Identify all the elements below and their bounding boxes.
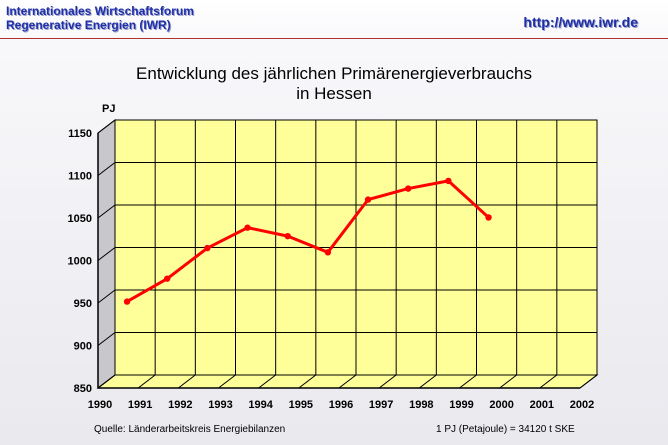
- gridline-floor: [218, 374, 236, 389]
- gridline-floor: [258, 374, 276, 389]
- data-point: [284, 232, 291, 240]
- y-tick-label: 1100: [68, 171, 92, 183]
- gridline-floor: [378, 374, 397, 389]
- gridline-side: [97, 119, 116, 134]
- y-axis-label: PJ: [102, 103, 115, 115]
- data-point: [445, 177, 452, 185]
- x-tick-label: 1991: [128, 399, 152, 411]
- x-tick-label: 1998: [409, 399, 433, 411]
- organization-line-2: Regenerative Energien (IWR): [6, 18, 171, 32]
- gridline-floor: [499, 374, 517, 389]
- unit-note: 1 PJ (Petajoule) = 34120 t SKE: [436, 424, 575, 435]
- x-tick-label: 1990: [88, 399, 112, 411]
- x-tick-label: 1993: [208, 399, 232, 411]
- x-tick-label: 1992: [168, 399, 192, 411]
- data-point: [123, 298, 131, 305]
- gridline-side: [97, 289, 116, 304]
- x-tick-label: 1996: [329, 399, 353, 411]
- data-point: [485, 214, 492, 221]
- source-note: Quelle: Länderarbeitskreis Energiebilanz…: [94, 424, 286, 435]
- header-divider: [0, 38, 668, 39]
- chart-title-line-2: in Hessen: [296, 84, 372, 103]
- organization-name: Internationales Wirtschaftsforum Regener…: [6, 4, 194, 32]
- chart-title-line-1: Entwicklung des jährlichen Primärenergie…: [136, 64, 532, 83]
- y-tick-label: 850: [74, 383, 92, 395]
- y-tick-label: 1000: [68, 256, 92, 268]
- x-tick-label: 1994: [248, 399, 273, 411]
- gridline-floor: [97, 374, 116, 389]
- x-tick-label: 2001: [530, 399, 554, 411]
- data-point: [324, 249, 332, 256]
- data-point: [204, 244, 211, 252]
- data-point: [164, 275, 171, 282]
- y-tick-label: 1050: [68, 213, 92, 225]
- gridline-side: [97, 204, 116, 219]
- x-tick-label: 2000: [489, 399, 513, 411]
- gridline-floor: [137, 374, 156, 389]
- website-url[interactable]: http://www.iwr.de: [523, 14, 638, 30]
- y-tick-label: 950: [74, 298, 92, 310]
- organization-line-1: Internationales Wirtschaftsforum: [6, 4, 194, 18]
- gridline-side: [97, 247, 116, 261]
- gridline-floor: [338, 374, 357, 389]
- chart-title: Entwicklung des jährlichen Primärenergie…: [0, 64, 668, 104]
- y-tick-label: 900: [74, 341, 92, 353]
- gridline-floor: [419, 374, 437, 389]
- data-point: [364, 196, 372, 203]
- x-tick-label: 1999: [449, 399, 473, 411]
- y-tick-label: 1150: [68, 128, 92, 140]
- gridline-floor: [539, 374, 558, 389]
- data-point: [405, 185, 412, 192]
- data-point: [244, 224, 251, 231]
- gridline-floor: [579, 374, 598, 389]
- gridline-floor: [459, 374, 477, 389]
- x-tick-label: 1995: [289, 399, 313, 411]
- x-tick-label: 2002: [570, 399, 594, 411]
- series-line: [126, 179, 490, 303]
- gridline-side: [97, 162, 116, 176]
- gridline-floor: [298, 374, 317, 389]
- x-tick-label: 1997: [369, 399, 393, 411]
- gridline-floor: [178, 374, 196, 389]
- gridline-side: [97, 332, 116, 346]
